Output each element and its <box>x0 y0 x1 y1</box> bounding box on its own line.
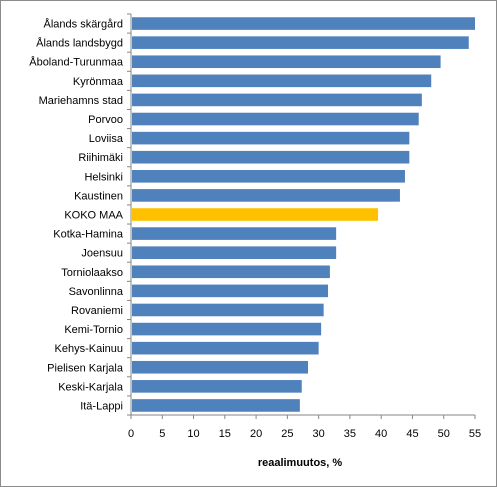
bar-alands-landsbygd <box>132 36 469 49</box>
bar-savonlinna <box>132 284 329 298</box>
category-label-kyronmaa: Kyrönmaa <box>73 76 124 88</box>
x-tick-label-5: 5 <box>159 428 165 440</box>
category-label-loviisa: Loviisa <box>89 133 124 145</box>
bar-koko-maa <box>132 208 379 221</box>
category-labels: Ålands skärgård Ålands landsbygd Åboland-T… <box>29 18 124 413</box>
category-label-kehys-kainuu: Kehys-Kainuu <box>55 343 124 355</box>
x-tick-label-45: 45 <box>406 428 418 440</box>
category-label-savonlinna: Savonlinna <box>69 286 124 298</box>
bars-group <box>132 17 475 412</box>
category-label-alands-skargard: Ålands skärgård <box>44 18 124 31</box>
bar-helsinki <box>132 170 405 183</box>
category-label-mariehamns-stad: Mariehamns stad <box>39 95 123 107</box>
category-label-helsinki: Helsinki <box>84 171 123 183</box>
bar-kehys-kainuu <box>132 341 319 355</box>
bar-kyronmaa <box>132 74 432 88</box>
category-label-aboland-turunmaa: Åboland-Turunmaa <box>29 56 124 69</box>
bar-alands-skargard <box>132 17 475 30</box>
category-label-riihimaki: Riihimäki <box>78 152 123 164</box>
x-tick-label-0: 0 <box>128 428 134 440</box>
bar-porvoo <box>132 112 419 126</box>
bar-ita-lappi <box>132 399 300 412</box>
bar-keski-karjala <box>132 380 302 393</box>
x-tick-label-30: 30 <box>313 428 325 440</box>
bar-rovaniemi <box>132 303 324 317</box>
category-label-porvoo: Porvoo <box>88 114 123 126</box>
bar-kemi-tornio <box>132 322 322 336</box>
bar-loviisa <box>132 131 410 145</box>
x-tick-labels: 0 5 10 15 20 25 30 35 40 45 50 55 <box>128 428 481 440</box>
x-tick-label-25: 25 <box>281 428 293 440</box>
bar-mariehamns-stad <box>132 93 422 107</box>
x-tick-label-35: 35 <box>344 428 356 440</box>
bar-riihimaki <box>132 150 410 164</box>
x-tick-label-20: 20 <box>250 428 262 440</box>
category-label-keski-karjala: Keski-Karjala <box>58 381 124 393</box>
category-label-joensuu: Joensuu <box>81 248 123 260</box>
category-label-pielisen-karjala: Pielisen Karjala <box>47 362 124 374</box>
category-label-ita-lappi: Itä-Lappi <box>80 400 123 412</box>
x-tick-label-10: 10 <box>187 428 199 440</box>
bar-aboland-turunmaa <box>132 55 441 69</box>
axes-group <box>127 13 476 419</box>
bar-joensuu <box>132 246 337 259</box>
category-label-kaustinen: Kaustinen <box>74 190 123 202</box>
category-label-alands-landsbygd: Ålands landsbygd <box>36 37 123 50</box>
category-label-torniolaakso: Torniolaakso <box>61 267 123 279</box>
category-label-koko-maa: KOKO MAA <box>64 210 123 222</box>
category-label-kemi-tornio: Kemi-Tornio <box>64 324 123 336</box>
category-label-rovaniemi: Rovaniemi <box>71 305 123 317</box>
bar-pielisen-karjala <box>132 360 308 374</box>
bar-kaustinen <box>132 189 400 202</box>
x-tick-label-50: 50 <box>438 428 450 440</box>
x-tick-label-40: 40 <box>375 428 387 440</box>
bar-torniolaakso <box>132 265 330 279</box>
x-axis-label: reaalimuutos, % <box>258 457 343 469</box>
category-label-kotka-hamina: Kotka-Hamina <box>53 229 124 241</box>
bar-kotka-hamina <box>132 227 337 240</box>
x-tick-label-15: 15 <box>219 428 231 440</box>
x-tick-label-55: 55 <box>469 428 481 440</box>
